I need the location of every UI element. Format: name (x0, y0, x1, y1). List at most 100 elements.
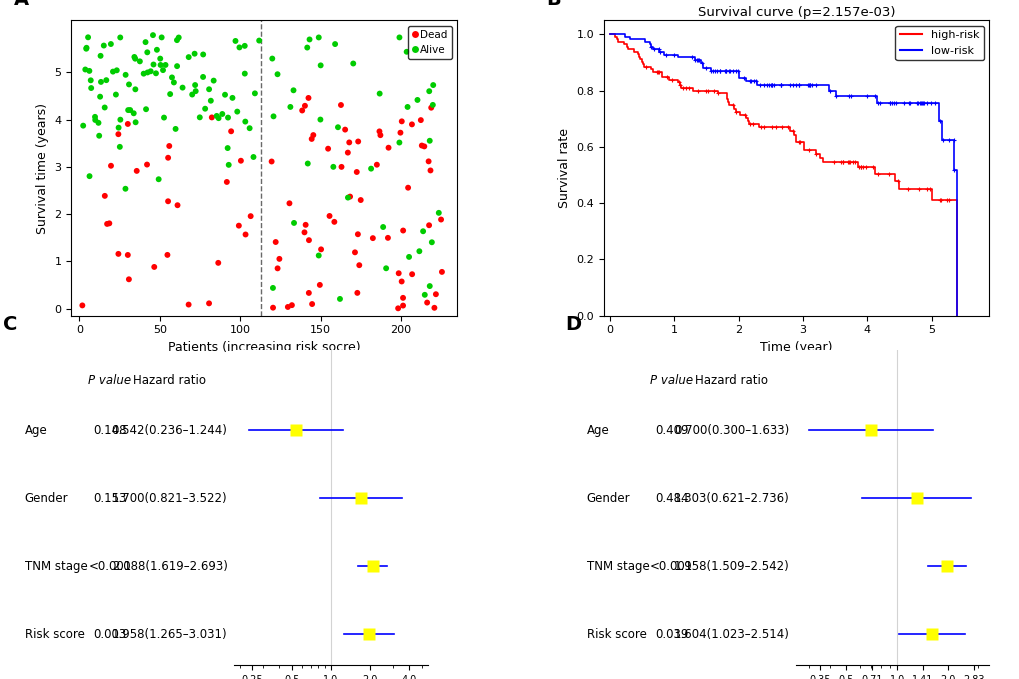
Point (391, 137, 408, 148)
Point (92, 91, 108, 102)
Point (399, 182, 416, 193)
Point (170, 32, 186, 43)
Point (195, 49, 211, 60)
Text: 1.958(1.265–3.031): 1.958(1.265–3.031) (112, 628, 227, 641)
Point (120, 274, 137, 285)
Text: Hazard ratio: Hazard ratio (694, 374, 767, 387)
Point (421, 280, 437, 291)
Point (214, 109, 230, 120)
Point (229, 106, 246, 117)
Point (312, 114, 328, 125)
Point (186, 48, 203, 59)
Point (146, 261, 162, 272)
Point (246, 151, 262, 162)
Point (103, 160, 119, 171)
Point (325, 162, 341, 172)
Point (320, 143, 336, 154)
Point (416, 141, 432, 152)
Point (301, 287, 317, 298)
Point (311, 32, 327, 43)
Point (164, 72, 180, 83)
Point (75, 120, 92, 131)
Point (340, 137, 357, 148)
Point (243, 210, 259, 221)
Point (93, 77, 109, 88)
Point (197, 103, 213, 114)
Point (375, 221, 391, 232)
Point (298, 219, 314, 230)
Y-axis label: Survival time (years): Survival time (years) (36, 103, 49, 234)
Point (415, 226, 431, 237)
Point (312, 60, 328, 71)
Point (82, 65, 98, 76)
Point (421, 220, 437, 231)
Point (389, 303, 406, 314)
Point (264, 53, 280, 64)
Point (423, 103, 439, 113)
Point (421, 135, 437, 146)
Text: D: D (565, 315, 581, 334)
Text: Age: Age (24, 424, 47, 437)
Point (186, 79, 203, 90)
Point (271, 253, 287, 264)
Point (78, 42, 95, 53)
Point (230, 220, 247, 231)
Point (326, 217, 342, 227)
X-axis label: Patients (increasing risk socre): Patients (increasing risk socre) (168, 341, 360, 354)
Point (99, 219, 115, 230)
Point (392, 127, 409, 138)
Point (285, 217, 302, 228)
Point (83, 75, 99, 86)
Y-axis label: Survival rate: Survival rate (557, 128, 570, 208)
Point (310, 250, 326, 261)
Point (128, 166, 145, 177)
Point (96, 40, 112, 51)
Point (329, 122, 345, 132)
Text: Age: Age (586, 424, 608, 437)
Point (108, 89, 124, 100)
Text: 1.700(0.821–3.522): 1.700(0.821–3.522) (112, 492, 227, 504)
Point (424, 100, 440, 111)
Point (393, 276, 410, 287)
Point (126, 52, 143, 62)
Point (400, 251, 417, 262)
Point (282, 101, 299, 112)
Point (187, 86, 204, 96)
Point (236, 116, 253, 127)
Text: Risk score: Risk score (24, 628, 85, 641)
Point (409, 94, 425, 105)
Point (219, 143, 235, 153)
Point (336, 124, 353, 135)
Text: 1.303(0.621–2.736): 1.303(0.621–2.736) (673, 492, 789, 504)
Point (139, 159, 155, 170)
Text: 0.484: 0.484 (654, 492, 688, 504)
Point (414, 140, 430, 151)
Point (201, 84, 217, 94)
Point (227, 35, 244, 46)
Text: B: B (545, 0, 560, 9)
Point (110, 249, 126, 259)
Legend: high-risk, low-risk: high-risk, low-risk (895, 26, 983, 60)
Point (394, 225, 411, 236)
Point (398, 46, 415, 57)
Title: Survival curve (p=2.157e-03): Survival curve (p=2.157e-03) (697, 6, 895, 19)
Point (394, 300, 411, 311)
Text: Gender: Gender (24, 492, 68, 504)
Point (151, 174, 167, 185)
Point (74, 300, 91, 311)
Point (346, 247, 363, 258)
Point (404, 119, 420, 130)
Point (247, 88, 263, 98)
Point (432, 214, 448, 225)
Point (301, 34, 317, 45)
Text: 0.148: 0.148 (93, 424, 126, 437)
Point (425, 79, 441, 90)
Point (117, 69, 133, 80)
Point (265, 282, 281, 293)
Point (399, 102, 416, 113)
Point (419, 297, 435, 308)
Point (420, 156, 436, 167)
Point (217, 90, 233, 100)
Point (390, 268, 407, 278)
Point (169, 60, 185, 71)
